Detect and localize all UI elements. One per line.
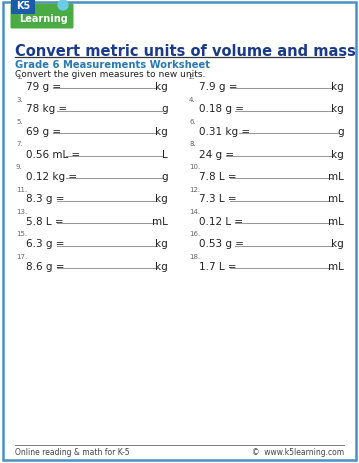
Text: mL: mL	[328, 194, 344, 204]
Text: 6.: 6.	[189, 119, 196, 125]
Text: 5.: 5.	[16, 119, 23, 125]
Text: 6.3 g =: 6.3 g =	[26, 239, 65, 249]
Text: 0.12 L =: 0.12 L =	[199, 217, 243, 226]
Text: 8.6 g =: 8.6 g =	[26, 262, 65, 271]
Text: 1.7 L =: 1.7 L =	[199, 262, 237, 271]
Text: mL: mL	[328, 172, 344, 181]
Text: 8.: 8.	[189, 141, 196, 147]
Text: mL: mL	[328, 217, 344, 226]
Text: 69 g =: 69 g =	[26, 127, 61, 137]
Text: 14.: 14.	[189, 208, 200, 214]
Text: Convert metric units of volume and mass: Convert metric units of volume and mass	[15, 44, 356, 59]
Text: kg: kg	[331, 239, 344, 249]
Text: Convert the given measures to new units.: Convert the given measures to new units.	[15, 70, 205, 79]
Text: 1.: 1.	[16, 74, 23, 80]
FancyBboxPatch shape	[3, 3, 356, 460]
Text: 10.: 10.	[189, 163, 200, 169]
Text: 18.: 18.	[189, 253, 200, 259]
Text: 0.31 kg =: 0.31 kg =	[199, 127, 250, 137]
Text: g: g	[337, 127, 344, 137]
FancyBboxPatch shape	[10, 5, 74, 30]
Text: 0.12 kg =: 0.12 kg =	[26, 172, 77, 181]
Text: kg: kg	[331, 104, 344, 114]
Text: Grade 6 Measurements Worksheet: Grade 6 Measurements Worksheet	[15, 60, 210, 70]
Text: 7.8 L =: 7.8 L =	[199, 172, 237, 181]
Text: 8.3 g =: 8.3 g =	[26, 194, 65, 204]
Text: K5: K5	[16, 1, 30, 11]
Text: kg: kg	[155, 127, 168, 137]
Text: 24 g =: 24 g =	[199, 149, 234, 159]
Text: 7.9 g =: 7.9 g =	[199, 82, 238, 92]
Text: kg: kg	[155, 82, 168, 92]
Text: 0.53 g =: 0.53 g =	[199, 239, 244, 249]
Text: Online reading & math for K-5: Online reading & math for K-5	[15, 447, 130, 456]
Text: Learning: Learning	[19, 14, 67, 24]
Text: kg: kg	[155, 262, 168, 271]
Circle shape	[58, 1, 68, 11]
Text: kg: kg	[331, 82, 344, 92]
Text: 79 g =: 79 g =	[26, 82, 61, 92]
Text: L: L	[162, 149, 168, 159]
Text: 7.3 L =: 7.3 L =	[199, 194, 237, 204]
Text: 13.: 13.	[16, 208, 27, 214]
Text: 7.: 7.	[16, 141, 23, 147]
Text: 12.: 12.	[189, 186, 200, 192]
FancyBboxPatch shape	[11, 0, 35, 15]
Text: 3.: 3.	[16, 96, 23, 102]
Text: 4.: 4.	[189, 96, 196, 102]
Text: 15.: 15.	[16, 231, 27, 237]
Text: 16.: 16.	[189, 231, 200, 237]
Text: kg: kg	[155, 239, 168, 249]
Text: kg: kg	[331, 149, 344, 159]
Text: 0.18 g =: 0.18 g =	[199, 104, 244, 114]
Text: kg: kg	[155, 194, 168, 204]
Text: mL: mL	[152, 217, 168, 226]
Text: mL: mL	[328, 262, 344, 271]
Text: 0.56 mL =: 0.56 mL =	[26, 149, 80, 159]
Text: 17.: 17.	[16, 253, 27, 259]
Text: g: g	[162, 104, 168, 114]
Text: 9.: 9.	[16, 163, 23, 169]
Text: 78 kg =: 78 kg =	[26, 104, 67, 114]
Text: 2.: 2.	[189, 74, 196, 80]
Text: 5.8 L =: 5.8 L =	[26, 217, 64, 226]
Text: 11.: 11.	[16, 186, 27, 192]
Text: g: g	[162, 172, 168, 181]
Text: ©  www.k5learning.com: © www.k5learning.com	[252, 447, 344, 456]
